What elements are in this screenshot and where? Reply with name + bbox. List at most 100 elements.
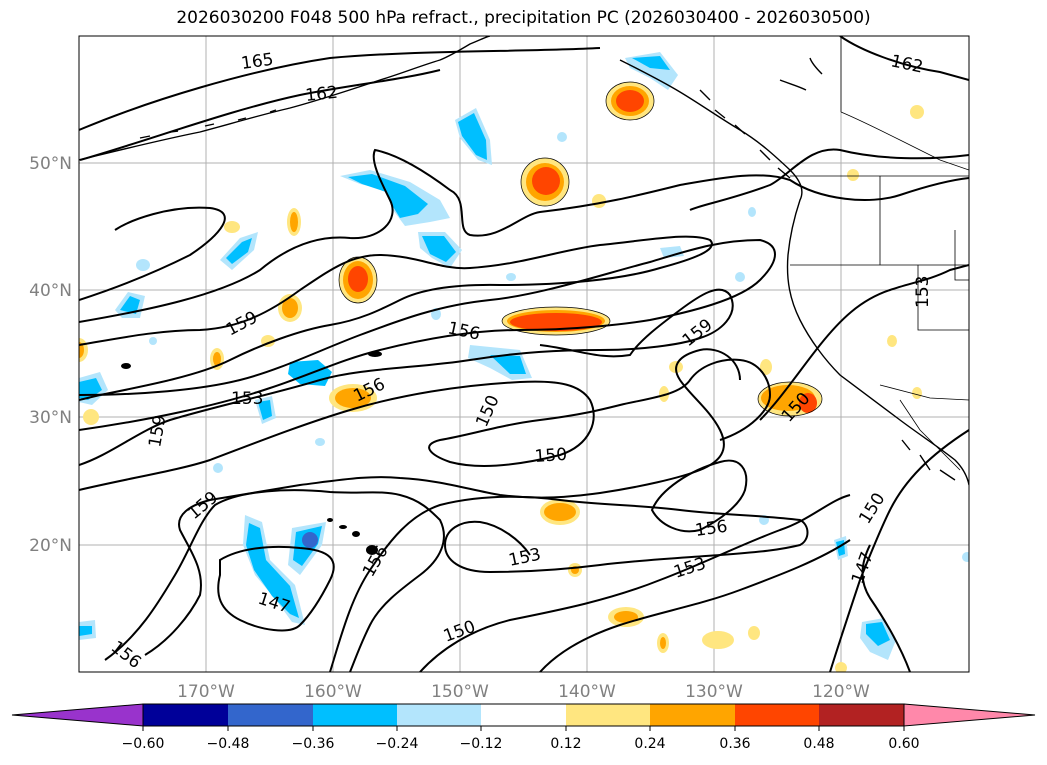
colorbar-segment <box>228 704 313 726</box>
lon-label-140w: 140°W <box>558 682 616 702</box>
colorbar-tick-label: −0.48 <box>207 736 250 752</box>
colorbar-segment <box>481 704 566 726</box>
precip-positive-area <box>748 626 760 640</box>
colorbar-segment <box>819 704 904 726</box>
colorbar-tick-label: 0.12 <box>550 736 581 752</box>
precip-negative-area <box>149 337 157 345</box>
contour-150 <box>759 264 969 421</box>
map-panel: 165 162 162 159 156 153 159 156 150 153 … <box>78 35 970 673</box>
precip-negative-area <box>506 273 516 281</box>
precip-negative-area <box>632 56 670 70</box>
precip-positive-area <box>224 221 240 233</box>
precip-negative-area <box>735 272 745 282</box>
contour-150 <box>79 288 734 466</box>
contour-162 <box>689 148 969 211</box>
colorbar-extend-high <box>903 703 1036 727</box>
contour-156 <box>650 459 748 533</box>
hawaii-islands <box>121 351 382 555</box>
contour-label: 156 <box>694 517 729 541</box>
contour-label: 150 <box>534 445 568 467</box>
precip-positive-area <box>799 393 817 413</box>
precip-positive-area <box>335 388 371 408</box>
contour-153 <box>144 348 741 656</box>
island <box>352 531 360 537</box>
colorbar-tick-label: 0.60 <box>888 736 919 752</box>
lat-label-30n: 30°N <box>29 408 72 428</box>
contour-label: 153 <box>913 276 933 308</box>
outline <box>338 256 378 304</box>
contour-147 <box>217 545 335 632</box>
precip-negative-area <box>458 113 487 160</box>
colorbar-tick-label: −0.36 <box>292 736 335 752</box>
precip-positive-area <box>702 631 734 649</box>
contour-159 <box>79 206 226 301</box>
precip-negative-area <box>315 438 325 446</box>
colorbar-tick-label: 0.36 <box>719 736 750 752</box>
contour-159 <box>79 148 969 323</box>
precip-positive-area <box>544 503 576 521</box>
lon-label-170w: 170°W <box>177 682 235 702</box>
lon-label-130w: 130°W <box>685 682 743 702</box>
colorbar-tick-label: −0.12 <box>460 736 503 752</box>
precip-negative-area <box>422 236 456 262</box>
colorbar-tick-label: −0.24 <box>376 736 419 752</box>
precip-positive-area <box>290 212 298 232</box>
precip-positive-area <box>614 611 638 623</box>
precip-positive-area <box>79 342 84 358</box>
contour-label: 165 <box>240 50 275 74</box>
colorbar-segment <box>143 704 228 726</box>
precip-negative-area <box>866 622 890 646</box>
precip-positive-area <box>83 409 99 425</box>
precip-positive-area <box>910 105 924 119</box>
coastlines <box>79 36 969 486</box>
precip-positive-area <box>282 298 298 318</box>
province-border <box>840 36 969 171</box>
precip-negative-area <box>490 355 526 374</box>
precip-positive-area <box>847 169 859 181</box>
coastal-islands <box>699 89 956 481</box>
precip-positive-area <box>213 352 221 366</box>
precip-positive-area <box>616 90 644 112</box>
aleutian-coast <box>79 36 491 161</box>
precip-negative-area <box>120 296 140 314</box>
island <box>366 545 378 555</box>
political-borders <box>790 36 969 471</box>
contour-150 <box>79 358 772 491</box>
outline <box>757 381 823 417</box>
outline <box>520 157 570 207</box>
colorbar-tick-label: 0.24 <box>634 736 665 752</box>
precip-outlines <box>338 81 823 417</box>
precip-positive-area <box>912 387 922 399</box>
precip-negative-area <box>226 238 252 264</box>
contour-162 <box>839 36 969 81</box>
precip-negative-area <box>246 523 299 618</box>
precip-negative-area <box>302 532 318 548</box>
colorbar-segment <box>313 704 397 726</box>
colorbar-segment <box>650 704 735 726</box>
map-frame <box>78 35 970 673</box>
precip-positive-area <box>887 335 897 347</box>
contour-label: 162 <box>304 83 338 106</box>
outline <box>605 81 655 121</box>
precip-positive-area <box>835 662 847 672</box>
contour-156 <box>104 489 445 672</box>
contour-162 <box>79 69 441 161</box>
lon-label-160w: 160°W <box>304 682 362 702</box>
contour-147 <box>861 544 911 672</box>
colorbar-tick-label: 0.48 <box>803 736 834 752</box>
colorbar-segment <box>397 704 481 726</box>
contour-label: 153 <box>231 389 263 409</box>
contour-150 <box>829 429 969 672</box>
us-mexico-border <box>879 384 969 471</box>
precip-shading <box>79 52 969 672</box>
colorbar-tick-label: −0.60 <box>122 736 165 752</box>
island <box>339 525 347 529</box>
island <box>327 518 333 522</box>
precip-positive-area <box>760 359 772 375</box>
precip-negative-area <box>748 207 756 217</box>
lon-label-150w: 150°W <box>431 682 489 702</box>
precip-negative-area <box>625 52 678 90</box>
colorbar-segment <box>735 704 819 726</box>
precip-negative-area <box>79 626 92 636</box>
contour-165 <box>79 47 601 131</box>
